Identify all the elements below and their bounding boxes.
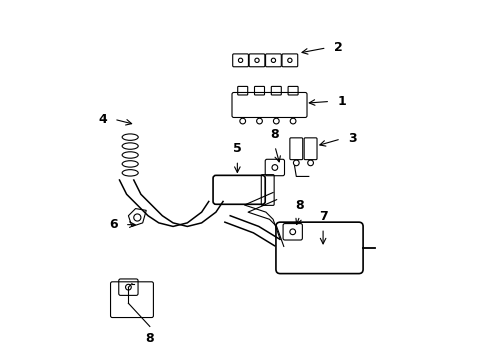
Text: 4: 4 xyxy=(98,113,107,126)
Text: 2: 2 xyxy=(333,41,342,54)
Text: 7: 7 xyxy=(318,210,327,223)
Text: 8: 8 xyxy=(270,129,279,141)
Text: 1: 1 xyxy=(337,95,346,108)
Text: 8: 8 xyxy=(145,333,154,346)
Text: 3: 3 xyxy=(347,132,356,145)
Text: 6: 6 xyxy=(109,218,118,231)
Text: 8: 8 xyxy=(295,199,304,212)
Text: 5: 5 xyxy=(232,142,241,155)
